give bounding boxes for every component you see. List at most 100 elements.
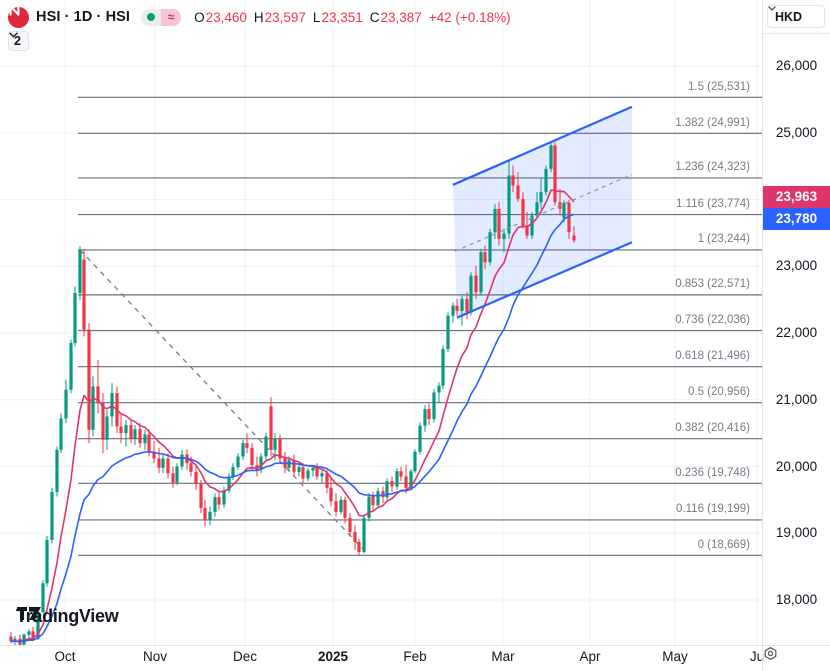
channel-lower-line[interactable] bbox=[456, 241, 633, 319]
candle-body bbox=[362, 517, 366, 552]
candle-body bbox=[180, 454, 184, 467]
indicators-collapse-button[interactable]: 2 bbox=[8, 31, 29, 51]
candle-body bbox=[325, 473, 329, 488]
ma-fast-line[interactable] bbox=[10, 189, 575, 643]
price-tick-label: 26,000 bbox=[775, 58, 818, 73]
time-tick-label[interactable]: May bbox=[662, 649, 688, 664]
tradingview-logo[interactable]: TradingView bbox=[16, 606, 119, 627]
candle-body bbox=[329, 487, 333, 502]
currency-button[interactable]: HKD bbox=[767, 5, 825, 28]
candle-body bbox=[147, 434, 151, 452]
candle-body bbox=[64, 389, 68, 419]
candle-body bbox=[446, 315, 450, 350]
time-tick-label[interactable]: Nov bbox=[142, 649, 168, 664]
candle-body bbox=[105, 416, 109, 440]
price-tick-label: 22,000 bbox=[775, 325, 818, 340]
time-tick-label[interactable]: Apr bbox=[579, 649, 601, 664]
candle-body bbox=[525, 225, 529, 236]
candle-body bbox=[418, 425, 422, 452]
candle-body bbox=[493, 208, 497, 233]
candle-body bbox=[59, 418, 63, 450]
candle-body bbox=[567, 202, 571, 233]
candle-body bbox=[343, 499, 347, 518]
candle-body bbox=[409, 471, 413, 488]
candle-body bbox=[129, 425, 133, 439]
ohlc-readout: O 23,460 H 23,597 L 23,351 C 23,387 +42 (+0.… bbox=[194, 10, 511, 25]
candle-body bbox=[110, 393, 114, 417]
candle-body bbox=[413, 451, 417, 472]
ma-slow-line[interactable] bbox=[10, 213, 575, 643]
currency-label: HKD bbox=[775, 9, 803, 24]
time-tick-label[interactable]: 2025 bbox=[317, 649, 349, 664]
channel-upper-line[interactable] bbox=[452, 105, 633, 186]
candle-body bbox=[175, 466, 179, 483]
open-value: 23,460 bbox=[205, 9, 247, 25]
candle-body bbox=[306, 470, 310, 479]
candle-body bbox=[334, 501, 338, 512]
candle-body bbox=[474, 275, 478, 293]
candle-body bbox=[549, 145, 553, 169]
time-tick-label[interactable]: Dec bbox=[232, 649, 258, 664]
candle-body bbox=[535, 202, 539, 216]
candle-body bbox=[502, 233, 506, 239]
approximate-prices-icon[interactable]: ≈ bbox=[161, 8, 182, 26]
candle-body bbox=[69, 343, 73, 390]
chart-canvas[interactable] bbox=[0, 0, 762, 645]
market-open-status-icon[interactable] bbox=[141, 8, 162, 26]
time-tick-label[interactable]: Ju bbox=[749, 649, 765, 664]
candle-body bbox=[432, 392, 436, 420]
candle-body bbox=[376, 491, 380, 506]
chevron-down-icon bbox=[768, 6, 776, 11]
candle-body bbox=[124, 425, 128, 434]
candle-body bbox=[152, 451, 156, 459]
candle-body bbox=[245, 443, 249, 448]
low-value: 23,351 bbox=[321, 9, 363, 25]
candle-body bbox=[269, 406, 273, 450]
candle-body bbox=[166, 458, 170, 474]
axis-separator-horizontal bbox=[0, 645, 830, 646]
candle-body bbox=[301, 467, 305, 479]
time-tick-label[interactable]: Mar bbox=[491, 649, 515, 664]
candle-body bbox=[250, 447, 254, 466]
ma-fast-price-label: 23,963 bbox=[763, 186, 830, 209]
close-label: C bbox=[369, 9, 380, 25]
candle-body bbox=[55, 449, 59, 492]
candle-body bbox=[297, 467, 301, 472]
candle-body bbox=[36, 612, 40, 639]
high-value: 23,597 bbox=[264, 9, 306, 25]
green-dot-icon bbox=[147, 13, 156, 21]
parallel-channel-fill[interactable] bbox=[453, 106, 632, 318]
ma-slow-price-label: 23,780 bbox=[763, 208, 830, 231]
candle-body bbox=[278, 438, 282, 459]
candle-body bbox=[13, 638, 17, 642]
candle-body bbox=[87, 329, 91, 430]
candle-body bbox=[96, 386, 100, 404]
candle-body bbox=[292, 459, 296, 472]
candle-body bbox=[395, 471, 399, 487]
time-tick-label[interactable]: Feb bbox=[403, 649, 427, 664]
price-tick-label: 21,000 bbox=[775, 391, 818, 407]
candle-body bbox=[479, 252, 483, 293]
candle-body bbox=[82, 259, 86, 330]
price-axis[interactable]: 26,00025,00024,00023,00022,00021,00020,0… bbox=[763, 0, 830, 645]
time-tick-label[interactable]: Oct bbox=[54, 649, 76, 664]
candle-body bbox=[437, 385, 441, 393]
candle-body bbox=[385, 481, 389, 498]
candle-body bbox=[143, 434, 147, 444]
candle-body bbox=[404, 476, 408, 488]
candle-body bbox=[507, 175, 511, 234]
candle-body bbox=[273, 438, 277, 450]
price-tick-label: 18,000 bbox=[775, 592, 818, 607]
candle-body bbox=[488, 232, 492, 263]
channel-midline bbox=[454, 173, 633, 252]
axis-settings-button[interactable] bbox=[763, 646, 830, 671]
candle-body bbox=[41, 583, 45, 613]
open-label: O bbox=[194, 9, 205, 25]
symbol-title[interactable]: HSI · 1D · HSI bbox=[36, 9, 131, 25]
candle-body bbox=[241, 443, 245, 457]
candle-body bbox=[460, 298, 464, 311]
candle-body bbox=[451, 305, 455, 316]
time-axis[interactable]: Oct Nov Dec 2025 Feb Mar Apr May Ju bbox=[0, 646, 765, 671]
candle-body bbox=[133, 429, 137, 439]
candle-body bbox=[236, 456, 240, 468]
